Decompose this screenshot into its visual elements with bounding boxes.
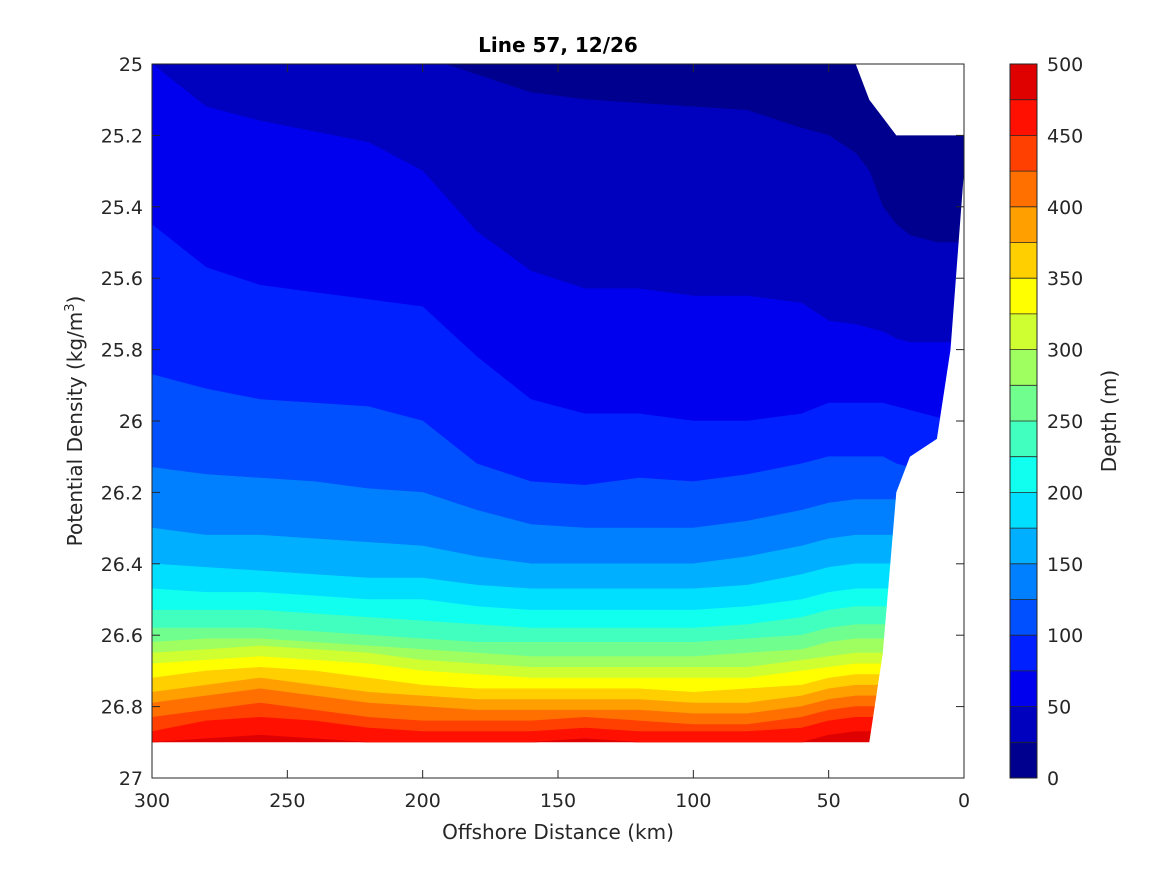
colorbar-tick-label: 250 (1047, 411, 1083, 433)
colorbar-swatch-200m (1010, 456, 1037, 493)
colorbar-tick-label: 350 (1047, 268, 1083, 290)
colorbar-swatch-100m (1010, 599, 1037, 636)
x-tick-label: 200 (405, 790, 441, 812)
y-tick-label: 27 (119, 768, 143, 790)
colorbar-swatch-375m (1010, 206, 1037, 243)
y-axis: 25 25.2 25.4 25.6 25.8 26 26.2 26.4 26.6 26.8 27 (101, 54, 964, 790)
colorbar-swatch-225m (1010, 421, 1037, 458)
y-tick-label: 25 (119, 54, 143, 76)
x-tick-label: 100 (675, 790, 711, 812)
colorbar: 0 50 100 150 200 250 300 350 400 450 500 (1009, 54, 1083, 790)
y-tick-label: 25.2 (101, 125, 143, 147)
colorbar-swatch-50m (1010, 670, 1037, 707)
colorbar-swatch-125m (1010, 563, 1037, 600)
colorbar-tick-label: 300 (1047, 340, 1083, 362)
colorbar-swatch-475m (1010, 64, 1037, 101)
contour-band-450-475m (152, 716, 964, 743)
contour-band-475-500m (152, 731, 964, 743)
colorbar-tick-label: 150 (1047, 554, 1083, 576)
colorbar-swatch-300m (1010, 313, 1037, 350)
colorbar-swatch-25m (1010, 706, 1037, 743)
y-tick-label: 25.4 (101, 197, 143, 219)
x-axis: 300 250 200 150 100 50 0 (134, 64, 970, 812)
y-tick-label: 26.2 (101, 482, 143, 504)
colorbar-swatch-0m (1010, 742, 1037, 779)
x-tick-label: 0 (958, 790, 970, 812)
y-tick-label: 25.8 (101, 340, 143, 362)
y-tick-label: 26.4 (101, 554, 143, 576)
colorbar-tick-label: 450 (1047, 125, 1083, 147)
colorbar-tick-label: 500 (1047, 54, 1083, 76)
colorbar-swatch-175m (1010, 492, 1037, 529)
colorbar-swatch-250m (1010, 385, 1037, 422)
colorbar-swatch-350m (1010, 242, 1037, 279)
y-tick-label: 25.6 (101, 268, 143, 290)
y-axis-label-main: Potential Density (kg/m (63, 312, 87, 547)
colorbar-tick-label: 400 (1047, 197, 1083, 219)
colorbar-label: Depth (m) (1097, 370, 1121, 472)
colorbar-swatch-150m (1010, 528, 1037, 565)
colorbar-swatch-450m (1010, 99, 1037, 136)
colorbar-swatch-75m (1010, 635, 1037, 672)
colorbar-tick-label: 0 (1047, 768, 1059, 790)
colorbar-frame (1009, 63, 1038, 779)
y-axis-label-superscript: 3 (63, 303, 78, 311)
chart-title: Line 57, 12/26 (478, 33, 638, 57)
colorbar-swatch-275m (1010, 349, 1037, 386)
colorbar-swatch-400m (1010, 171, 1037, 208)
colorbar-tick-label: 100 (1047, 625, 1083, 647)
colorbar-swatch-425m (1010, 135, 1037, 172)
x-tick-label: 250 (269, 790, 305, 812)
y-axis-label: Potential Density (kg/m3) (63, 296, 87, 547)
y-tick-label: 26.8 (101, 697, 143, 719)
colorbar-swatch-325m (1010, 278, 1037, 315)
colorbar-tick-label: 50 (1047, 697, 1071, 719)
x-tick-label: 150 (540, 790, 576, 812)
y-tick-label: 26.6 (101, 625, 143, 647)
y-axis-label-close: ) (63, 296, 87, 304)
x-axis-label: Offshore Distance (km) (442, 820, 674, 844)
y-tick-label: 26 (119, 411, 143, 433)
colorbar-tick-label: 200 (1047, 482, 1083, 504)
contour-fill-layer (152, 64, 964, 743)
x-tick-label: 50 (817, 790, 841, 812)
x-tick-label: 300 (134, 790, 170, 812)
